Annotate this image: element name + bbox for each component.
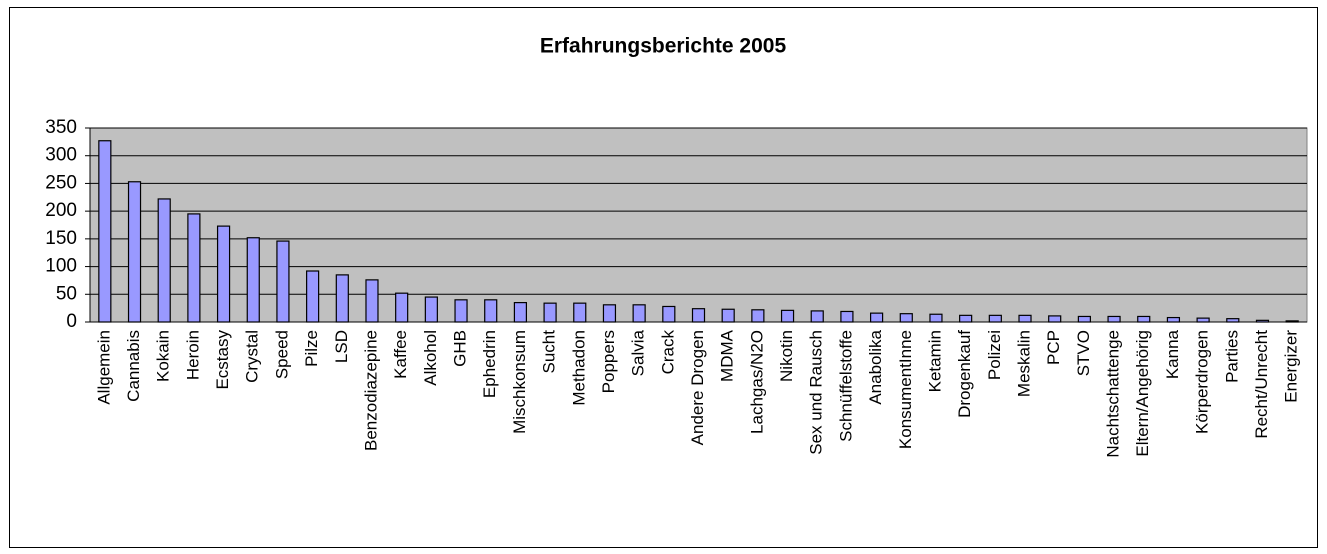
x-tick-label: LSD	[332, 330, 351, 363]
x-tick-label: Drogenkauf	[955, 330, 974, 418]
bar	[691, 308, 706, 323]
x-tick-label: KonsumentInne	[896, 330, 915, 449]
bar	[127, 181, 142, 323]
bar	[1048, 315, 1062, 323]
bar	[157, 198, 171, 323]
y-tick-label: 50	[56, 283, 77, 304]
bar	[484, 299, 498, 323]
bar	[899, 313, 913, 323]
x-tick-label: GHB	[451, 330, 470, 367]
x-tick-label: Kanna	[1163, 329, 1182, 379]
bar	[1285, 320, 1299, 323]
bar	[454, 299, 468, 323]
x-tick-label: Energizer	[1282, 330, 1301, 403]
bar	[513, 302, 528, 323]
x-tick-label: Mischkonsum	[510, 330, 529, 434]
x-tick-label: Schnüffelstoffe	[836, 330, 855, 442]
x-tick-label: STVO	[1074, 330, 1093, 376]
x-tick-label: Ecstasy	[213, 330, 232, 390]
y-tick-label: 300	[45, 145, 77, 166]
y-tick-label: 250	[45, 172, 77, 193]
plot-area	[89, 127, 1308, 323]
y-tick-label: 150	[45, 228, 77, 249]
bar	[632, 304, 646, 323]
bar	[395, 292, 409, 323]
bar	[1077, 315, 1091, 323]
y-tick-label: 350	[45, 117, 77, 138]
bar	[216, 225, 231, 323]
bar	[1107, 315, 1121, 323]
bar	[246, 237, 260, 323]
bar	[1166, 316, 1181, 323]
x-tick-label: Crack	[658, 330, 677, 375]
x-tick-label: Sucht	[540, 330, 559, 374]
x-tick-label: Parties	[1222, 330, 1241, 383]
x-tick-label: Methadon	[569, 330, 588, 406]
bar	[810, 310, 824, 323]
bar	[335, 274, 349, 323]
x-tick-label: Lachgas/N2O	[747, 330, 766, 434]
bar	[1226, 318, 1240, 323]
x-tick-label: Andere Drogen	[688, 330, 707, 445]
x-tick-label: MDMA	[718, 329, 737, 382]
bar	[1196, 317, 1210, 323]
x-tick-label: Heroin	[183, 330, 202, 380]
y-tick-label: 0	[66, 311, 77, 332]
bar	[959, 314, 973, 323]
bar	[306, 270, 320, 323]
bar	[365, 279, 379, 323]
x-tick-label: Ephedrin	[480, 330, 499, 398]
bar	[543, 302, 557, 323]
bar	[187, 213, 201, 323]
x-tick-label: Anabolika	[866, 329, 885, 404]
bar	[98, 140, 112, 323]
x-tick-label: Nikotin	[777, 330, 796, 382]
bar	[662, 305, 676, 323]
x-tick-label: Recht/Unrecht	[1252, 330, 1271, 439]
x-tick-label: Polizei	[985, 330, 1004, 380]
bar	[988, 314, 1002, 323]
x-tick-label: Speed	[272, 330, 291, 379]
bar	[840, 310, 854, 323]
bar	[1018, 314, 1032, 323]
x-tick-label: Kokain	[154, 330, 173, 382]
chart-title: Erfahrungsberichte 2005	[540, 35, 787, 58]
x-tick-label: Pilze	[302, 330, 321, 367]
x-tick-label: Alkohol	[421, 330, 440, 386]
x-tick-label: Salvia	[629, 329, 648, 376]
x-tick-label: Nachtschattenge	[1104, 330, 1123, 458]
x-tick-label: Sex und Rausch	[807, 330, 826, 455]
bar	[721, 308, 735, 323]
y-tick-label: 200	[45, 200, 77, 221]
x-tick-label: Körperdrogen	[1193, 330, 1212, 434]
bar	[424, 296, 438, 323]
bar	[751, 309, 765, 323]
bar	[1137, 315, 1151, 323]
x-tick-label: Benzodiazepine	[361, 330, 380, 451]
x-tick-label: Crystal	[243, 330, 262, 383]
x-tick-label: Cannabis	[124, 330, 143, 402]
y-tick-label: 100	[45, 256, 77, 277]
bar	[929, 313, 943, 323]
x-tick-label: Poppers	[599, 330, 618, 393]
x-tick-label: Kaffee	[391, 330, 410, 379]
x-tick-label: Ketamin	[925, 330, 944, 392]
x-tick-label: PCP	[1044, 330, 1063, 365]
x-tick-label: Eltern/Angehörig	[1133, 330, 1152, 457]
bar	[780, 309, 795, 323]
bar	[602, 304, 617, 323]
bar	[869, 312, 884, 323]
bar	[573, 302, 587, 323]
x-tick-label: Allgemein	[94, 330, 113, 405]
x-tick-label: Meskalin	[1014, 330, 1033, 397]
bar	[1255, 319, 1270, 323]
bar	[276, 240, 290, 323]
